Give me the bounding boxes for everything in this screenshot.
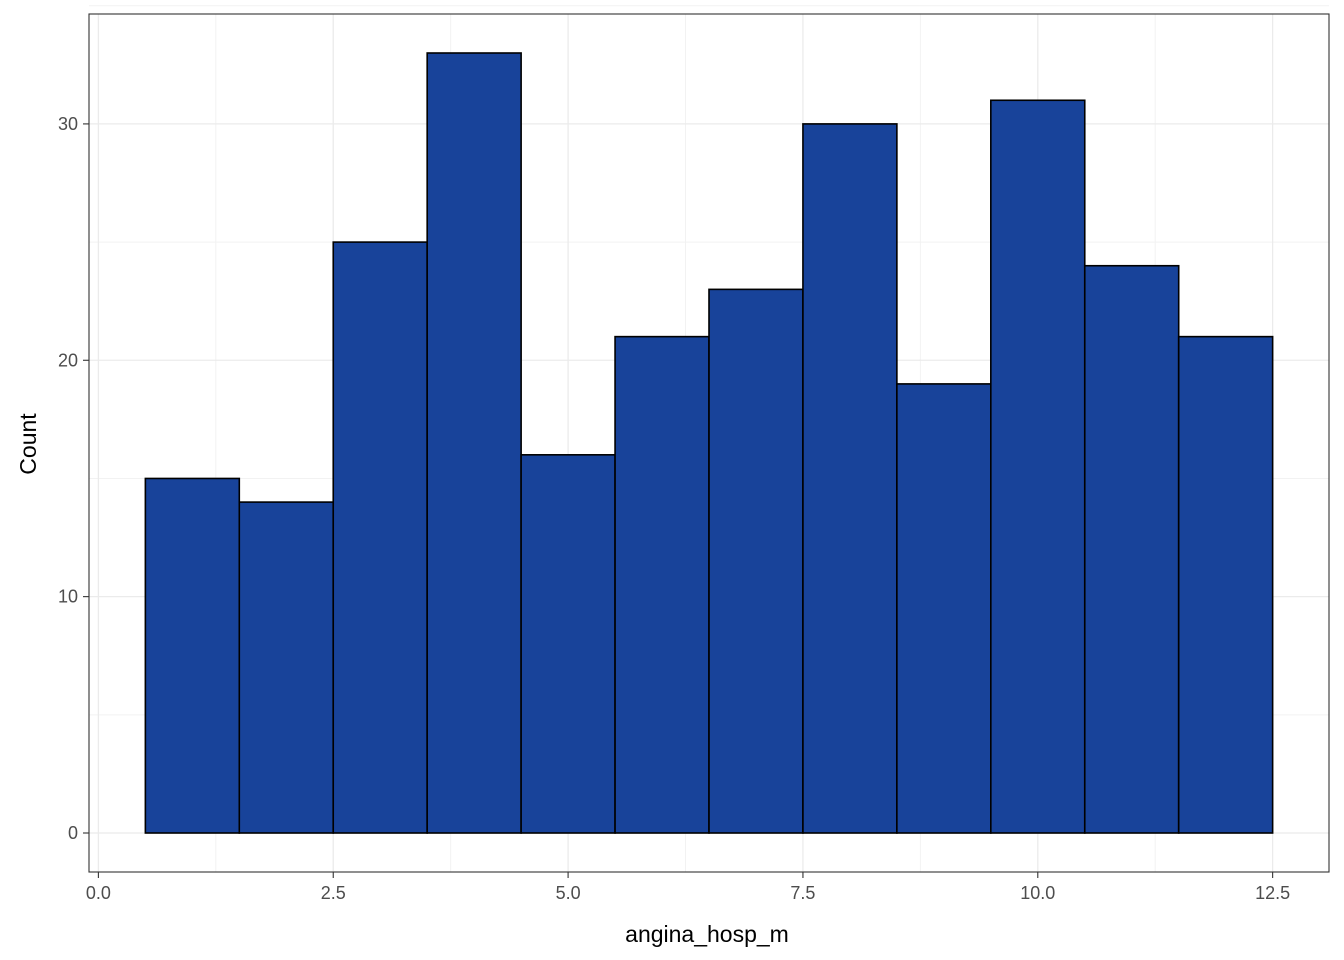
y-axis-ticks: 0 10 20 30 [58, 114, 89, 843]
y-tick-label: 20 [58, 350, 78, 370]
y-tick-label: 10 [58, 587, 78, 607]
histogram-bar [1083, 264, 1180, 834]
x-axis-ticks: 0.0 2.5 5.0 7.5 10.0 12.5 [86, 872, 1290, 903]
histogram-bar [614, 335, 710, 834]
x-tick-label: 12.5 [1255, 883, 1290, 903]
histogram-bar [708, 288, 804, 834]
histogram-bar [144, 477, 241, 834]
plot-panel-border [88, 13, 1330, 873]
histogram-bar [802, 123, 898, 834]
x-tick-label: 2.5 [321, 883, 346, 903]
y-tick-label: 0 [68, 823, 78, 843]
histogram-bar [332, 241, 428, 834]
histogram-bar [520, 454, 616, 834]
x-tick-label: 7.5 [790, 883, 815, 903]
y-tick-label: 30 [58, 114, 78, 134]
histogram-bar [896, 383, 992, 834]
x-tick-label: 0.0 [86, 883, 111, 903]
x-tick-label: 5.0 [556, 883, 581, 903]
x-axis-title: angina_hosp_m [625, 921, 789, 947]
histogram-bar [426, 52, 522, 834]
histogram-bars [144, 52, 1274, 834]
y-axis-title: Count [15, 413, 41, 475]
histogram-bar [238, 501, 335, 834]
histogram-bar [990, 99, 1086, 834]
histogram-bar [1177, 335, 1274, 834]
x-tick-label: 10.0 [1020, 883, 1055, 903]
